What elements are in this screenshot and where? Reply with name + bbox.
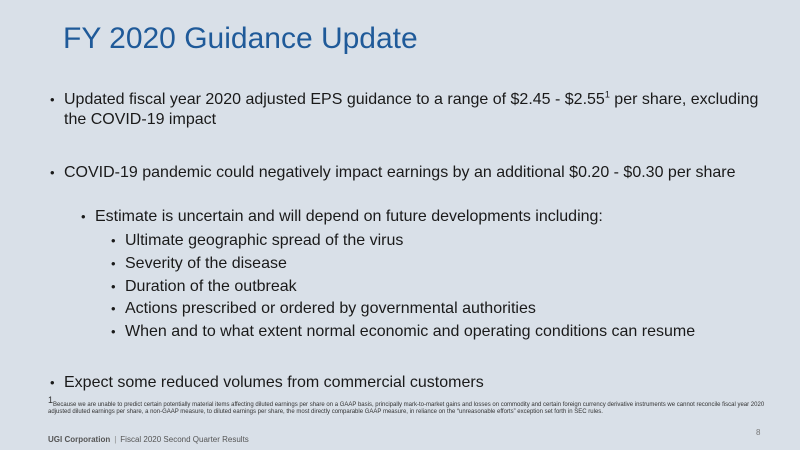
footer-subtitle: Fiscal 2020 Second Quarter Results (120, 435, 249, 444)
footnote-ref: 1 (604, 89, 610, 100)
bullet-dot: • (111, 256, 116, 271)
footer: UGI Corporation | Fiscal 2020 Second Quart… (48, 435, 249, 444)
slide-title: FY 2020 Guidance Update (63, 22, 418, 55)
sub-sub-bullet: • When and to what extent normal economi… (111, 322, 785, 342)
bullet-commercial-volumes: • Expect some reduced volumes from comme… (50, 373, 764, 393)
footnote-text: Because we are unable to predict certain… (48, 402, 765, 415)
bullet-dot: • (111, 301, 116, 316)
sub-sub-bullet: • Ultimate geographic spread of the viru… (111, 231, 775, 251)
sub-sub-bullet-text: Ultimate geographic spread of the virus (125, 232, 404, 249)
bullet-dot: • (50, 92, 55, 107)
bullet-dot: • (81, 209, 86, 224)
page-number: 8 (756, 428, 761, 437)
footnote-marker: 1 (48, 395, 54, 405)
bullet-text: COVID-19 pandemic could negatively impac… (64, 164, 736, 181)
bullet-covid-impact: • COVID-19 pandemic could negatively imp… (50, 163, 764, 183)
sub-sub-bullet-text: Actions prescribed or ordered by governm… (125, 300, 536, 317)
footer-separator: | (114, 435, 117, 444)
bullet-dot: • (111, 324, 116, 339)
bullet-eps-guidance: • Updated fiscal year 2020 adjusted EPS … (50, 89, 764, 130)
sub-sub-bullet-text: Duration of the outbreak (125, 278, 297, 295)
footnote: 1Because we are unable to predict certai… (48, 396, 768, 416)
sub-sub-bullet: • Severity of the disease (111, 254, 775, 274)
bullet-dot: • (50, 375, 55, 390)
bullet-dot: • (111, 233, 116, 248)
sub-sub-bullet: • Actions prescribed or ordered by gover… (111, 299, 775, 319)
sub-sub-bullet-text: Severity of the disease (125, 255, 287, 272)
bullet-dot: • (50, 165, 55, 180)
bullet-text: Expect some reduced volumes from commerc… (64, 374, 484, 391)
bullet-text-continued: per share, excluding the COVID-19 impact (64, 91, 759, 128)
bullet-dot: • (111, 279, 116, 294)
sub-bullet-text: Estimate is uncertain and will depend on… (95, 208, 603, 225)
sub-sub-bullet: • Duration of the outbreak (111, 277, 775, 297)
bullet-text: Updated fiscal year 2020 adjusted EPS gu… (64, 91, 605, 108)
sub-bullet-estimate: • Estimate is uncertain and will depend … (81, 207, 765, 227)
footer-company: UGI Corporation (48, 435, 111, 444)
sub-sub-bullet-text: When and to what extent normal economic … (125, 323, 696, 340)
